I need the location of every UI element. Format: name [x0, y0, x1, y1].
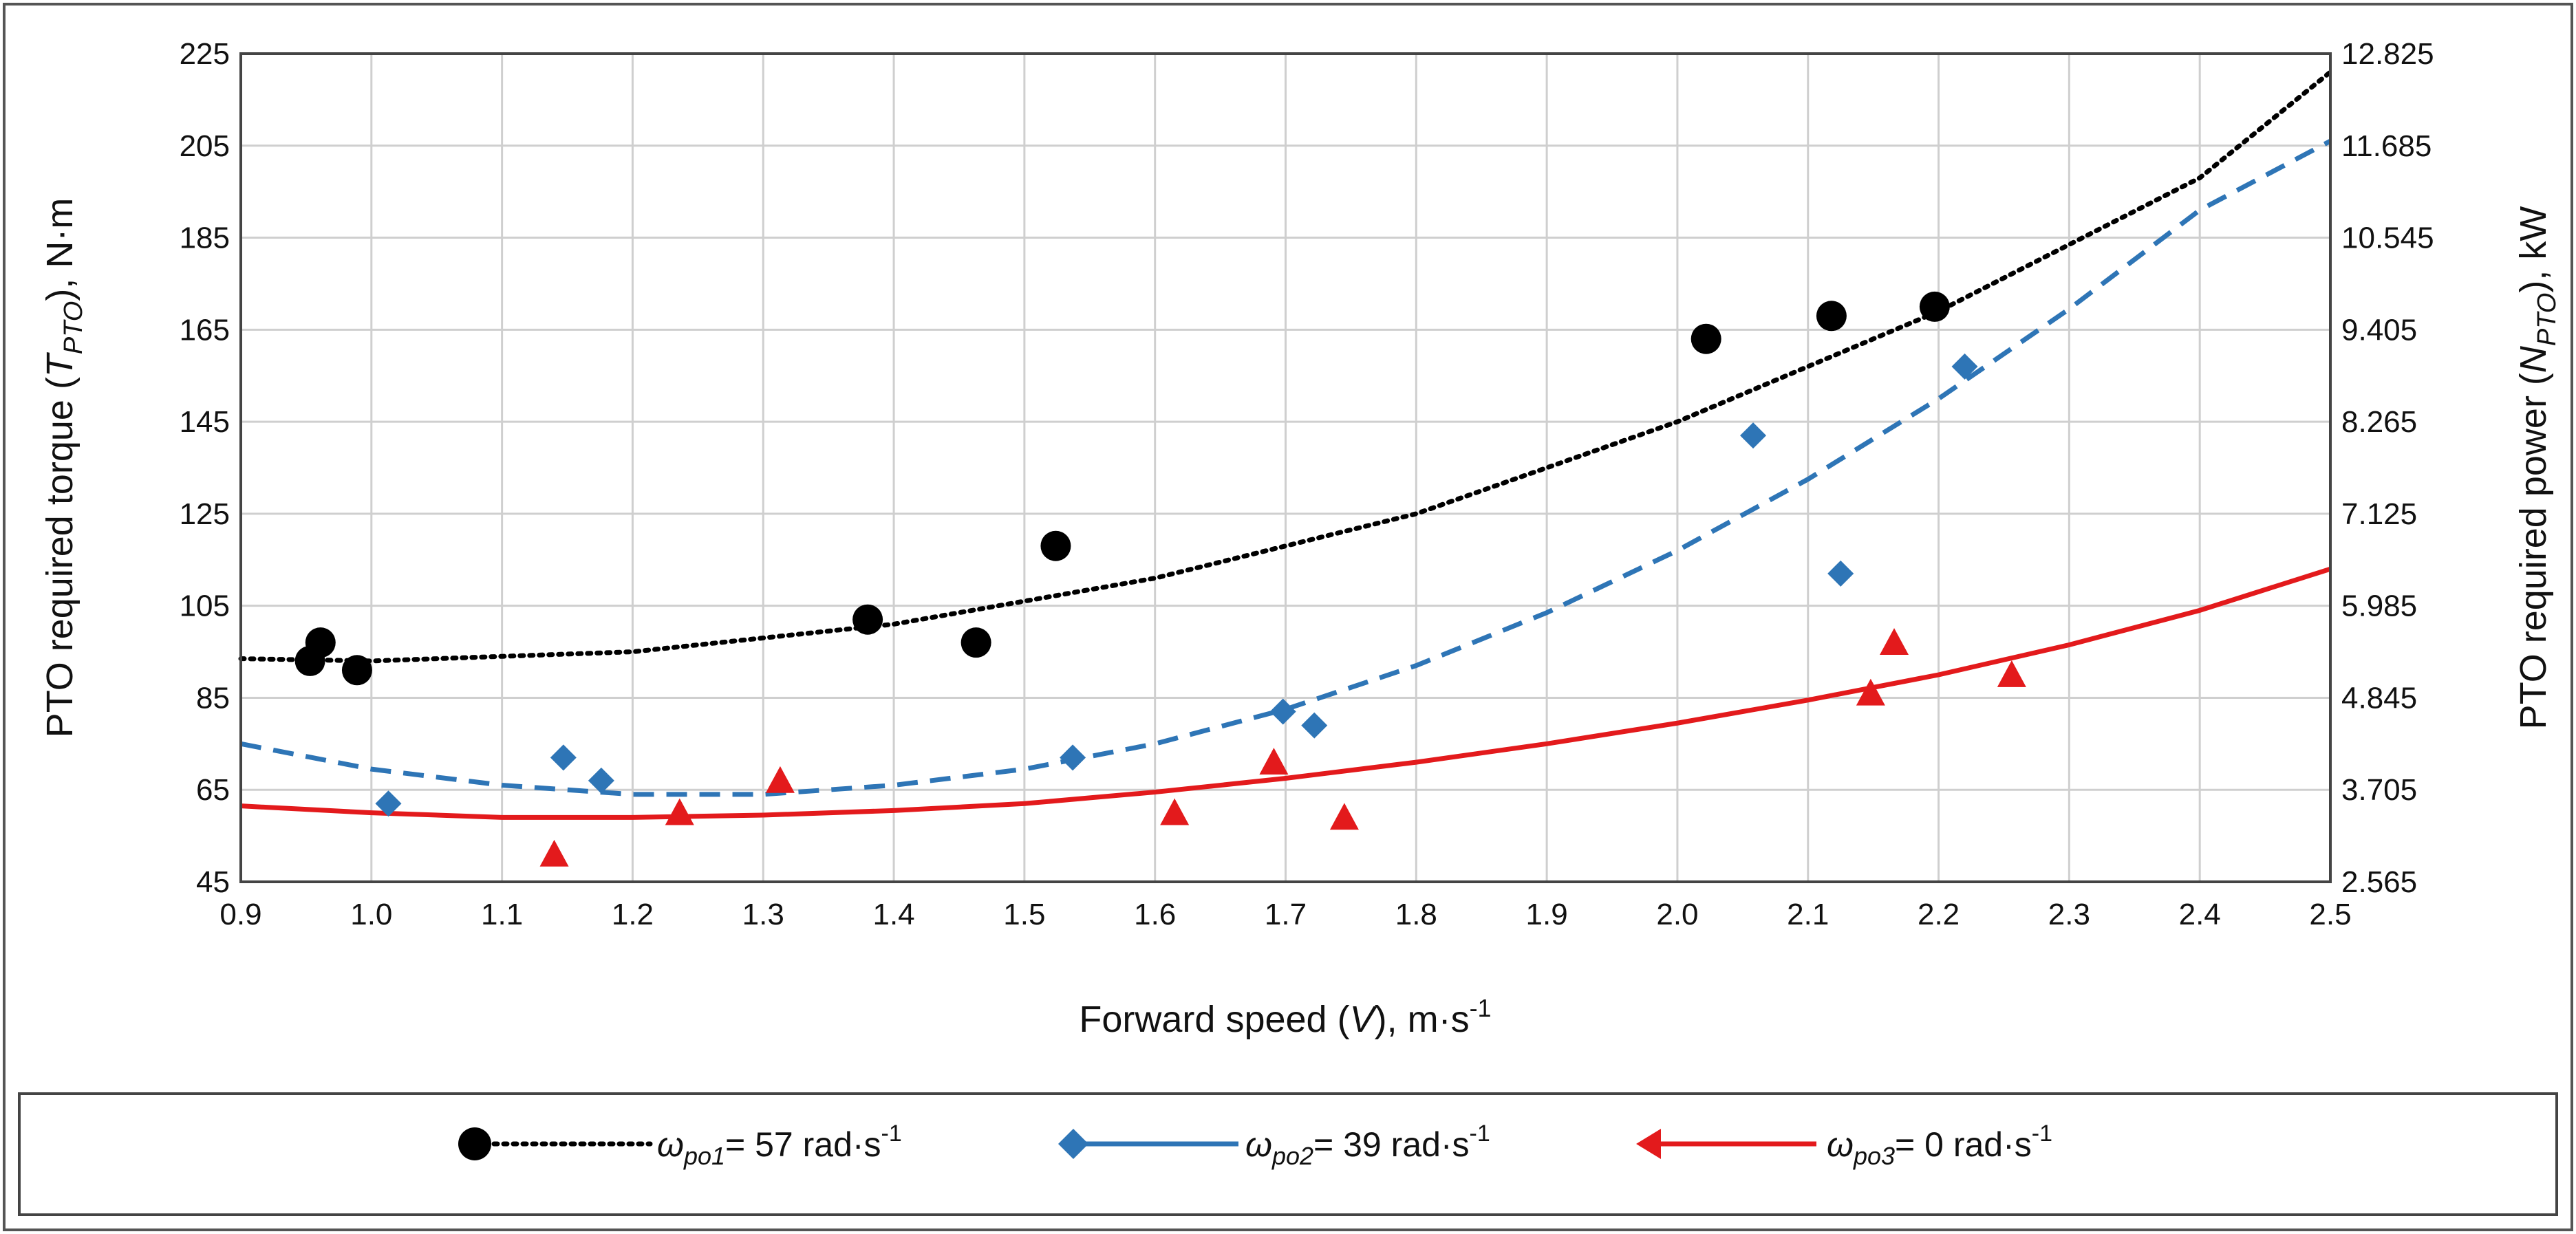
x-tick-label: 2.3 — [2048, 898, 2090, 931]
point-series-2 — [1269, 698, 1296, 725]
y-left-tick-label: 205 — [180, 129, 230, 163]
trend-line-series-1 — [238, 69, 2333, 664]
x-tick-label: 1.6 — [1134, 898, 1176, 931]
legend-label-series-3: ωpo3= 0 rad·s-1 — [1827, 1121, 2052, 1170]
y-left-tick-label: 145 — [180, 405, 230, 439]
y-right-tick-label: 7.125 — [2341, 497, 2417, 531]
trend-line-series-3 — [240, 566, 2332, 820]
point-series-2 — [550, 744, 577, 771]
y-right-tick-label: 8.265 — [2341, 405, 2417, 439]
y-left-tick-label: 105 — [180, 589, 230, 623]
point-series-3 — [665, 798, 694, 825]
legend-marker-triangle — [1636, 1129, 1661, 1159]
y-left-tick-label: 45 — [196, 865, 230, 899]
point-series-3 — [1160, 798, 1190, 825]
x-tick-label: 1.4 — [872, 898, 914, 931]
legend-box — [18, 1092, 2558, 1216]
point-series-1 — [852, 604, 883, 635]
point-series-3 — [539, 839, 569, 867]
point-series-1 — [1919, 291, 1950, 322]
point-series-1 — [1690, 323, 1721, 354]
point-series-2 — [1060, 744, 1086, 771]
x-tick-label: 1.0 — [350, 898, 392, 931]
point-series-1 — [1816, 301, 1847, 332]
x-tick-label: 2.5 — [2309, 898, 2351, 931]
y-left-tick-label: 85 — [196, 681, 230, 715]
trend-lines — [238, 69, 2333, 820]
legend-marker-circle — [458, 1127, 491, 1160]
y-right-tick-label: 9.405 — [2341, 313, 2417, 347]
point-series-3 — [1329, 803, 1359, 830]
x-tick-label: 1.8 — [1395, 898, 1437, 931]
x-tick-labels: 0.9 1.0 1.1 1.2 1.3 1.4 1.5 1.6 1.7 1.8 1.9 2.0 2.1 2… — [219, 898, 2351, 931]
y-left-tick-label: 185 — [180, 221, 230, 255]
point-series-2 — [1827, 560, 1854, 587]
x-tick-label: 1.9 — [1526, 898, 1568, 931]
x-tick-label: 1.7 — [1265, 898, 1307, 931]
point-series-2 — [1951, 353, 1978, 380]
legend-item-series-1: ωpo1= 57 rad·s-1 — [458, 1121, 902, 1170]
y-left-axis-title: PTO required torque (TPTO), N·m — [39, 198, 88, 738]
y-right-tick-label: 5.985 — [2341, 589, 2417, 623]
legend-item-series-2: ωpo2= 39 rad·s-1 — [1058, 1121, 1490, 1170]
point-series-3 — [1880, 628, 1909, 656]
point-series-2 — [1740, 422, 1767, 449]
y-left-tick-label: 65 — [196, 773, 230, 807]
x-tick-label: 1.1 — [481, 898, 523, 931]
x-tick-label: 2.1 — [1787, 898, 1829, 931]
y-left-tick-label: 125 — [180, 497, 230, 531]
point-series-2 — [588, 767, 614, 794]
y-right-tick-label: 10.545 — [2341, 221, 2434, 255]
x-tick-label: 2.4 — [2179, 898, 2221, 931]
point-series-3 — [765, 766, 795, 793]
legend-label-series-1: ωpo1= 57 rad·s-1 — [657, 1121, 902, 1170]
data-points — [294, 291, 2026, 867]
x-tick-label: 2.0 — [1656, 898, 1698, 931]
point-series-3 — [1997, 660, 2026, 687]
x-tick-label: 1.2 — [612, 898, 654, 931]
y-right-tick-label: 2.565 — [2341, 865, 2417, 899]
y-right-axis-title: PTO required power (NPTO), kW — [2513, 206, 2562, 730]
trend-line-series-2 — [240, 138, 2332, 797]
x-tick-label: 1.3 — [742, 898, 784, 931]
point-series-2 — [1301, 712, 1328, 739]
point-series-3 — [1856, 678, 1885, 706]
y-right-tick-label: 3.705 — [2341, 773, 2417, 807]
legend-label-series-2: ωpo2= 39 rad·s-1 — [1245, 1121, 1490, 1170]
legend-marker-diamond — [1058, 1129, 1088, 1159]
x-tick-label: 0.9 — [219, 898, 261, 931]
point-series-1 — [305, 627, 336, 658]
y-right-tick-label: 12.825 — [2341, 37, 2434, 71]
point-series-1 — [960, 627, 991, 658]
point-series-3 — [1259, 748, 1289, 775]
x-tick-label: 1.5 — [1003, 898, 1045, 931]
y-right-tick-labels: 2.565 3.705 4.845 5.985 7.125 8.265 9.405 10.54… — [2341, 37, 2434, 899]
point-series-1 — [341, 655, 372, 686]
y-right-tick-label: 11.685 — [2341, 129, 2432, 163]
x-tick-label: 2.2 — [1918, 898, 1960, 931]
point-series-1 — [1040, 530, 1071, 561]
y-left-tick-label: 225 — [180, 37, 230, 71]
plot-frame — [239, 52, 2332, 883]
point-series-2 — [375, 790, 402, 817]
legend-item-series-3: ωpo3= 0 rad·s-1 — [1636, 1121, 2052, 1170]
y-right-tick-label: 4.845 — [2341, 681, 2417, 715]
y-left-tick-labels: 45 65 85 105 125 145 165 185 205 225 — [180, 37, 230, 899]
y-left-tick-label: 165 — [180, 313, 230, 347]
x-axis-title: Forward speed (V), m·s-1 — [1079, 994, 1491, 1040]
